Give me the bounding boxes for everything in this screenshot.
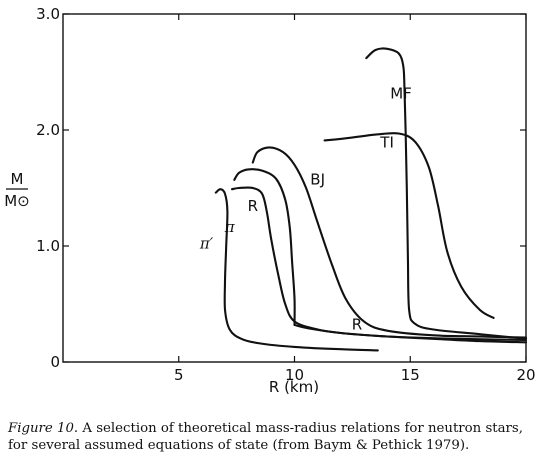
curve-label: R	[352, 316, 362, 334]
curve-line	[251, 146, 528, 339]
curve-label: π′	[199, 234, 214, 252]
x-tick-label: 15	[401, 366, 420, 384]
y-axis-label-bottom: M⊙	[4, 192, 30, 210]
x-axis-label: R (km)	[269, 378, 319, 396]
curve-line	[230, 186, 528, 342]
y-tick-label: 2.0	[36, 121, 60, 139]
curve-label: π	[224, 218, 236, 236]
curve-line	[323, 132, 495, 319]
curve-label: R	[248, 197, 258, 215]
curve-label: MF	[390, 85, 412, 103]
curve-line	[214, 188, 379, 352]
x-tick-label: 20	[516, 366, 535, 384]
caption-label: Figure 10.	[8, 421, 79, 436]
caption-text: A selection of theoretical mass-radius r…	[8, 421, 523, 453]
y-tick-label: 1.0	[36, 237, 60, 255]
y-tick-label: 0	[50, 353, 60, 371]
mass-radius-figure: 5 10 15 20 0 1.0 2.0 3.0 π′ π R R BJ TI MF R (km) M M…	[4, 5, 535, 396]
x-tick-label: 5	[174, 366, 184, 384]
y-tick-label: 3.0	[36, 5, 60, 23]
axis-ticks: 5 10 15 20 0 1.0 2.0 3.0	[36, 5, 535, 384]
curve-label: BJ	[310, 171, 325, 189]
curve-line	[365, 47, 528, 340]
curve-line	[293, 323, 528, 344]
x-tick-label: 10	[285, 366, 304, 384]
curve-label: TI	[379, 133, 394, 151]
curves	[214, 47, 528, 352]
y-axis-label-top: M	[11, 170, 24, 188]
figure-caption: Figure 10. A selection of theoretical ma…	[8, 420, 536, 454]
curve-line	[233, 168, 296, 326]
